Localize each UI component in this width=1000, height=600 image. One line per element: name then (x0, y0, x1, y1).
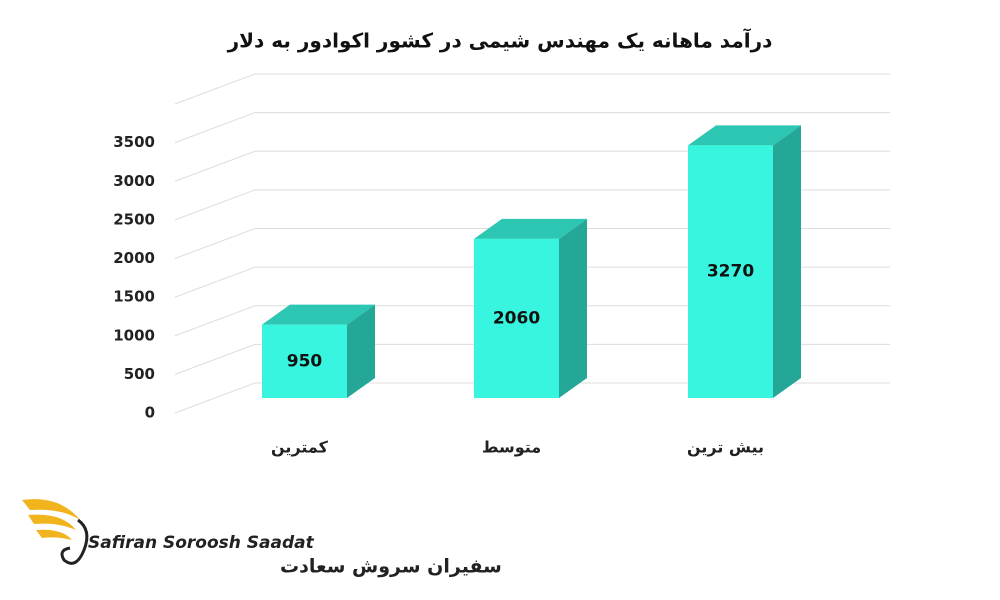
logo-swan (60, 518, 89, 565)
y-tick-label: 2000 (113, 249, 155, 267)
y-tick-label: 500 (124, 365, 155, 383)
chart-title: درآمد ماهانه یک مهندس شیمی در کشور اکواد… (227, 28, 773, 53)
grid-line (174, 150, 890, 182)
x-tick-label: بیش ترین (687, 438, 764, 457)
grid-line (174, 189, 890, 221)
bar-side (559, 218, 587, 398)
grid-line (174, 382, 890, 414)
y-tick-label: 3000 (113, 172, 155, 190)
bar-front (474, 238, 559, 398)
grid-line (174, 343, 890, 375)
y-tick-label: 3500 (113, 133, 155, 151)
bar-front (262, 324, 347, 398)
bar-side (347, 304, 375, 398)
x-tick-label: متوسط (482, 438, 541, 457)
bar (474, 218, 587, 398)
bar (688, 125, 801, 398)
y-tick-label: 0 (145, 404, 155, 422)
x-tick-label: کمترین (271, 438, 329, 457)
bar-side (773, 125, 801, 398)
logo: Safiran Soroosh Saadat سفیران سروش سعادت (22, 499, 502, 578)
value-label: 2060 (493, 308, 540, 328)
y-tick-label: 2500 (113, 210, 155, 228)
logo-text-fa: سفیران سروش سعادت (280, 556, 502, 578)
logo-wing (22, 499, 80, 540)
grid-line (174, 73, 890, 105)
bar (262, 304, 375, 398)
bar-top (688, 125, 801, 146)
y-tick-label: 1000 (113, 326, 155, 344)
grid-line (174, 305, 890, 337)
bar-front (688, 145, 773, 398)
bar-top (262, 304, 375, 325)
grid-line (174, 112, 890, 144)
logo-text: Safiran Soroosh Saadat (88, 533, 315, 553)
value-label: 950 (287, 351, 323, 371)
bar-top (474, 218, 587, 239)
grid-line (174, 228, 890, 259)
grid-line (174, 266, 890, 298)
value-label: 3270 (707, 262, 754, 282)
y-tick-label: 1500 (113, 288, 155, 306)
